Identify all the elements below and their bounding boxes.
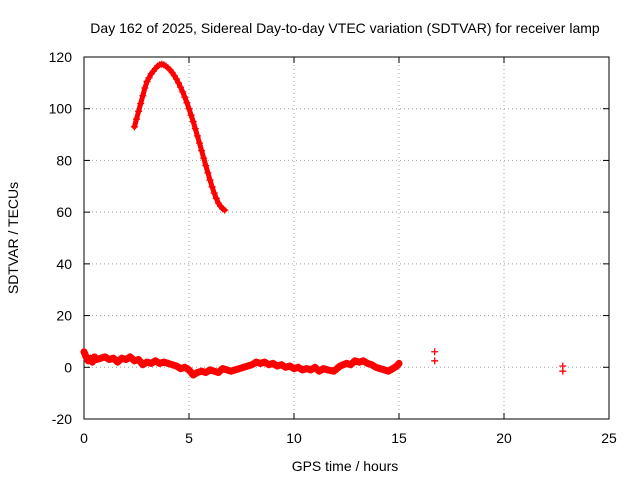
y-tick-label: 60 [56,204,72,220]
data-point [221,206,229,214]
data-point [187,111,195,119]
low-band-trace [80,348,403,379]
y-tick-label: 0 [64,359,72,375]
y-tick-labels: -20 0 20 40 60 80 100 120 [49,49,73,427]
data-point [141,84,149,92]
y-tick-label: 100 [49,101,73,117]
data-point [193,132,201,140]
x-tick-label: 25 [601,430,617,446]
data-point [183,99,191,107]
y-tick-label: 20 [56,308,72,324]
data-point [139,92,147,100]
data-point [431,357,439,365]
data-points [80,60,567,379]
data-point [172,75,180,83]
data-point [212,194,220,202]
y-tick-label: 80 [56,152,72,168]
y-axis-label: SDTVAR / TECUs [5,182,21,294]
plot-frame [83,56,610,420]
data-point [135,107,143,115]
axis-ticks [83,56,610,420]
data-point [191,125,199,133]
data-point [198,147,206,155]
grid-lines [84,57,609,419]
data-point [185,105,193,113]
x-tick-labels: 0 5 10 15 20 25 [80,430,617,446]
x-tick-label: 5 [185,430,193,446]
data-point [202,162,210,170]
chart-title: Day 162 of 2025, Sidereal Day-to-day VTE… [90,20,600,36]
data-point [200,154,208,162]
data-point [181,93,189,101]
x-tick-label: 15 [391,430,407,446]
data-point [204,169,212,177]
x-tick-label: 20 [496,430,512,446]
y-tick-label: 120 [49,49,73,65]
data-point [137,100,145,108]
data-point [196,139,203,147]
data-point [208,183,216,191]
data-point [175,79,182,87]
data-point [559,362,567,370]
data-point [431,348,439,356]
data-point [143,78,151,86]
data-point [145,74,153,82]
x-tick-label: 0 [80,430,88,446]
series-high-arc [130,60,229,214]
y-tick-label: -20 [52,411,72,427]
data-point [177,83,185,91]
data-point [206,176,214,184]
data-point [189,118,197,126]
data-point [130,123,138,131]
data-point [179,88,187,96]
x-axis-label: GPS time / hours [292,458,399,474]
data-point [133,115,140,123]
x-tick-label: 10 [286,430,302,446]
data-point [210,189,218,197]
y-tick-label: 40 [56,256,72,272]
